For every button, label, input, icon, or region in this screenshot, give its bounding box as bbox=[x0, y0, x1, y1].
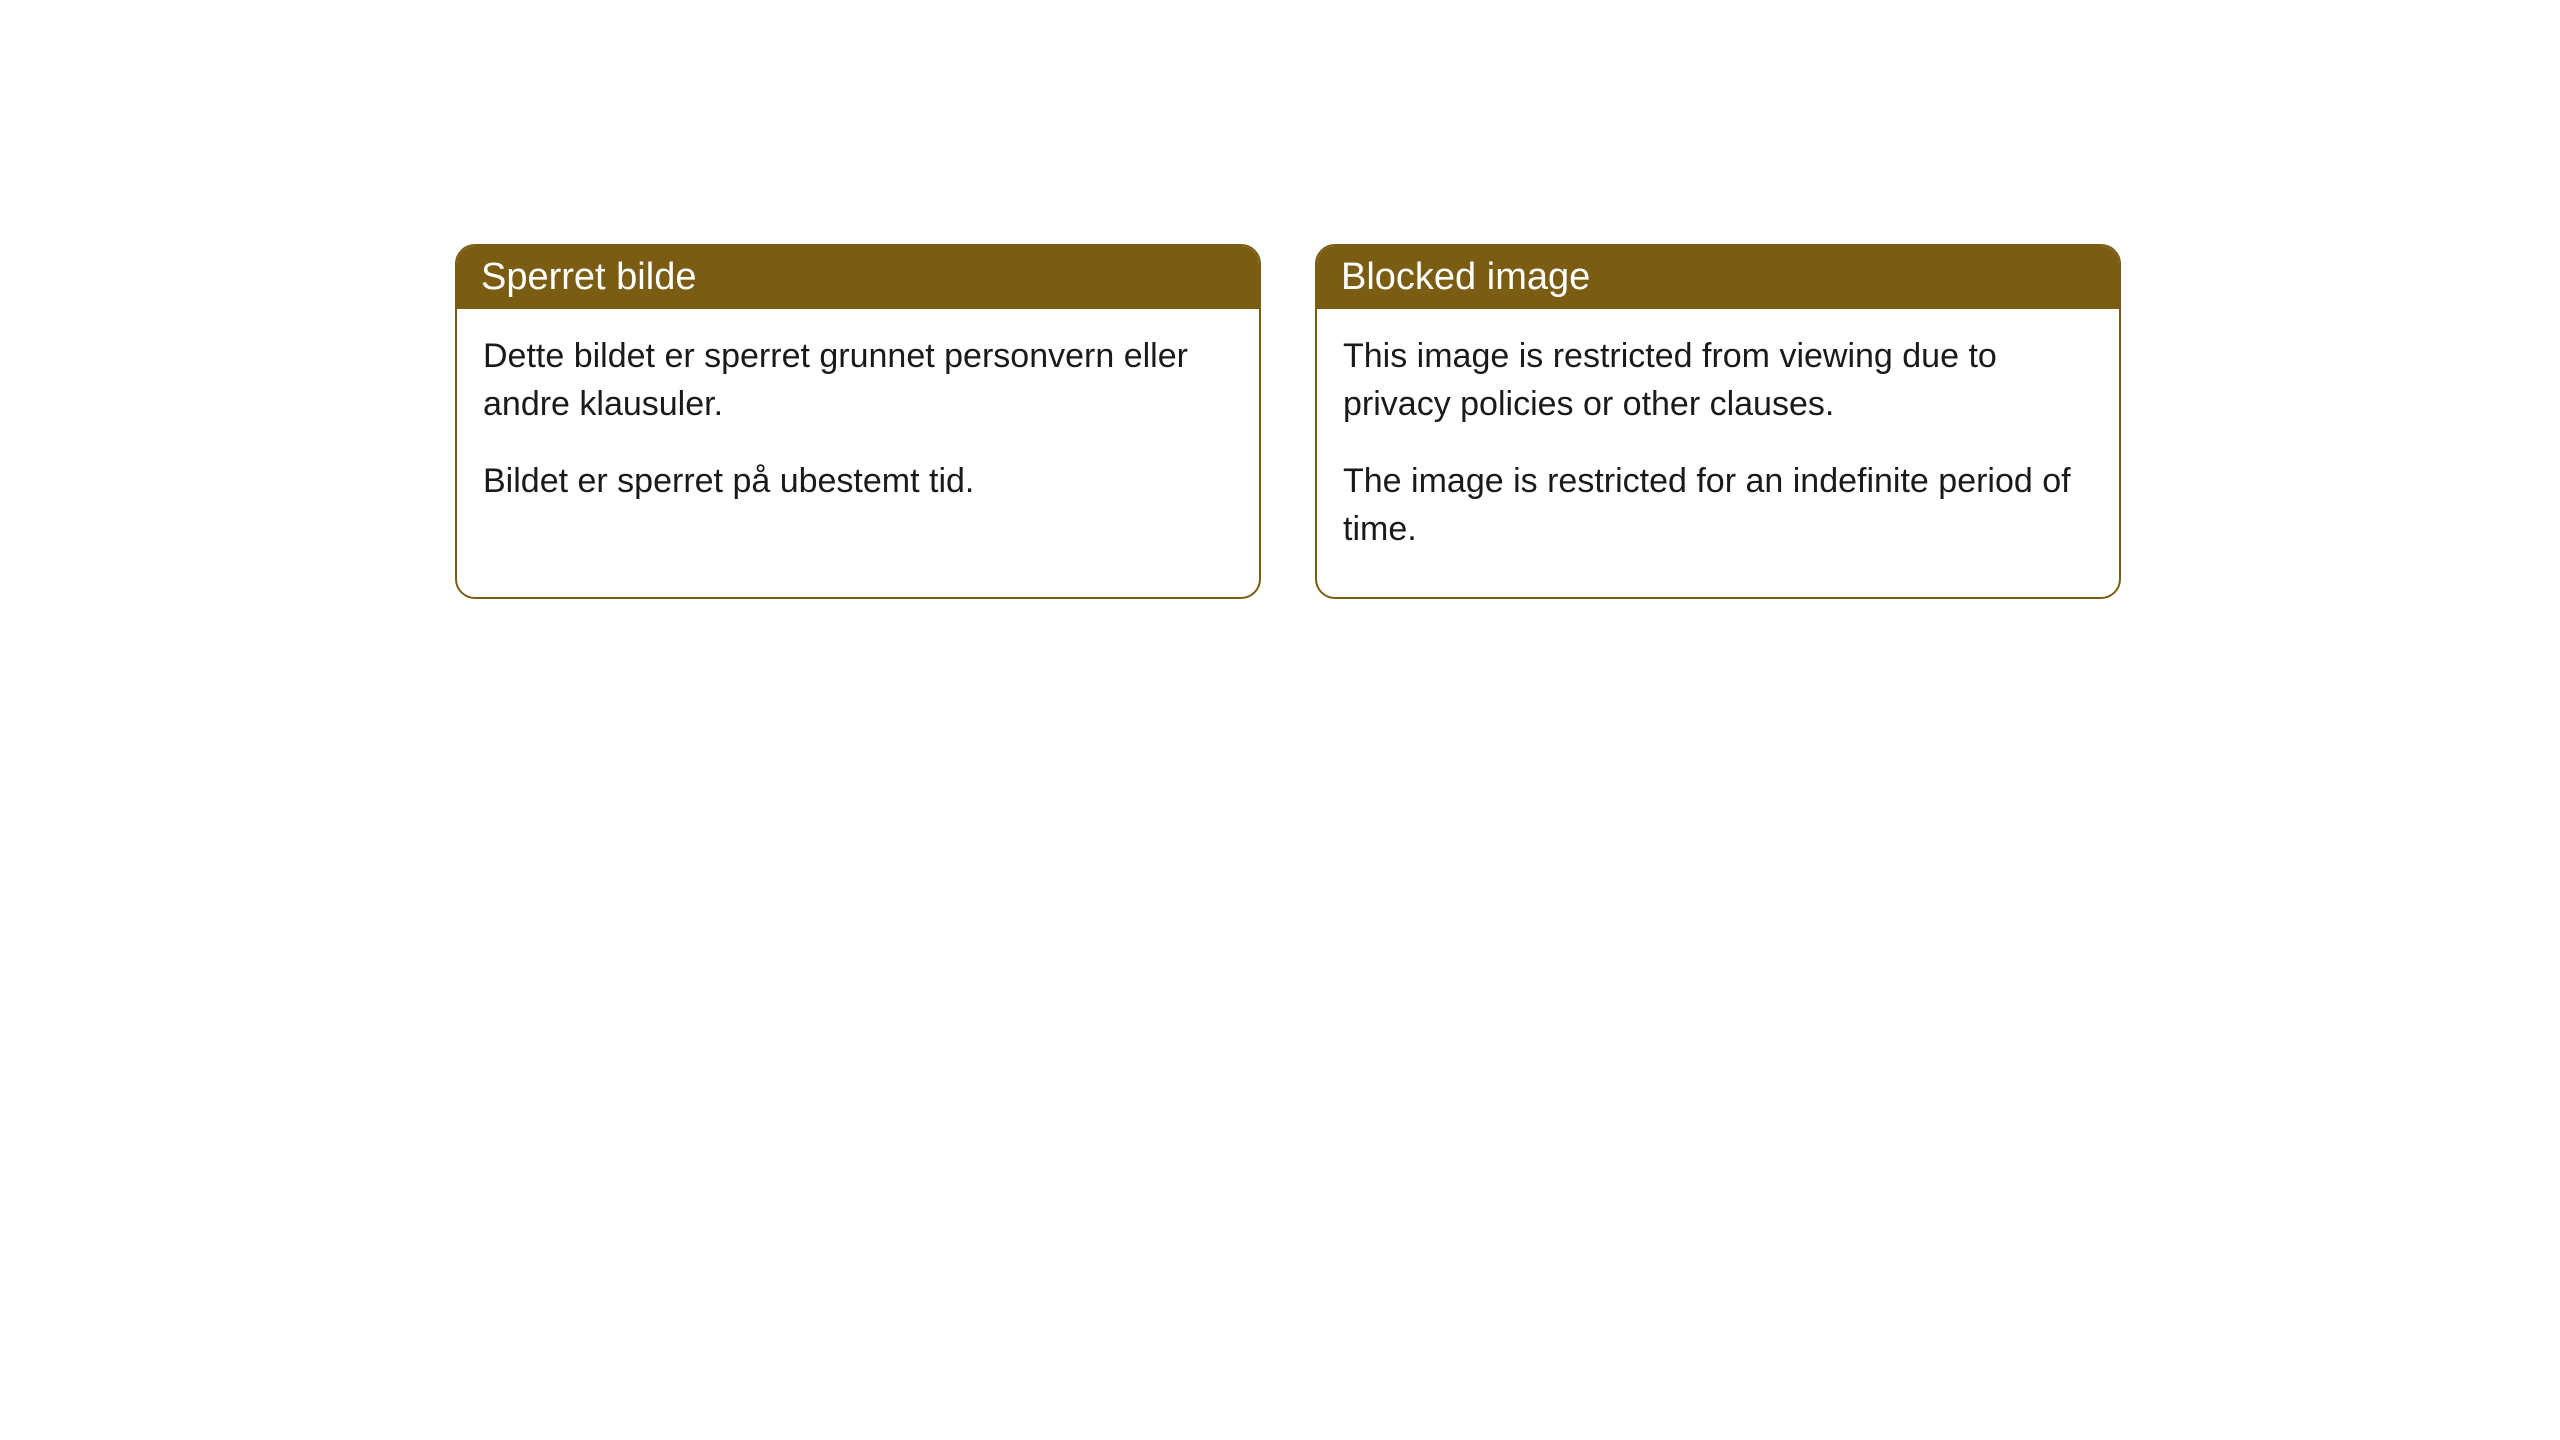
card-title-norwegian: Sperret bilde bbox=[481, 256, 696, 298]
card-english: Blocked image This image is restricted f… bbox=[1315, 244, 2121, 599]
card-norwegian: Sperret bilde Dette bildet er sperret gr… bbox=[455, 244, 1261, 599]
card-body-english: This image is restricted from viewing du… bbox=[1317, 309, 2119, 597]
card-paragraph-1-norwegian: Dette bildet er sperret grunnet personve… bbox=[483, 333, 1233, 428]
card-title-english: Blocked image bbox=[1341, 256, 1590, 298]
card-body-norwegian: Dette bildet er sperret grunnet personve… bbox=[457, 309, 1259, 550]
card-paragraph-2-norwegian: Bildet er sperret på ubestemt tid. bbox=[483, 458, 1233, 506]
card-header-english: Blocked image bbox=[1317, 246, 2119, 309]
card-paragraph-2-english: The image is restricted for an indefinit… bbox=[1343, 458, 2093, 553]
cards-container: Sperret bilde Dette bildet er sperret gr… bbox=[455, 244, 2560, 599]
card-paragraph-1-english: This image is restricted from viewing du… bbox=[1343, 333, 2093, 428]
card-header-norwegian: Sperret bilde bbox=[457, 246, 1259, 309]
